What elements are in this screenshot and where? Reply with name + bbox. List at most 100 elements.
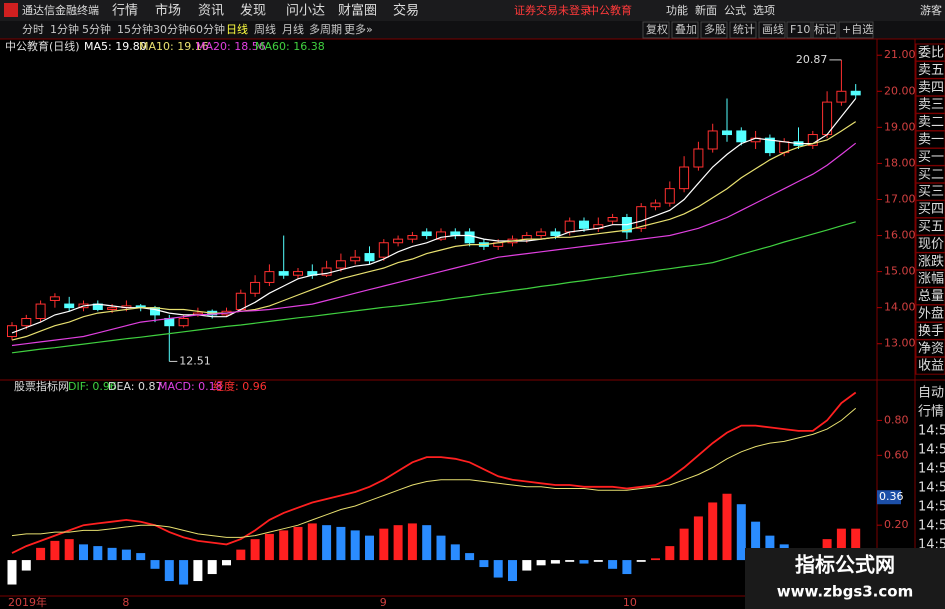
macd-bar: [93, 546, 103, 561]
menu-item[interactable]: 财富圈: [338, 3, 377, 19]
quote-field: 买一: [918, 150, 944, 165]
menu-item[interactable]: 市场: [155, 3, 181, 19]
field-box: [915, 356, 945, 375]
candle-body: [264, 271, 275, 283]
menu-item[interactable]: 行情: [112, 4, 138, 19]
action-box[interactable]: [671, 21, 699, 39]
period-tab[interactable]: 分时: [22, 23, 44, 36]
chart-title: 中公教育(日线): [5, 39, 80, 53]
quote-field: 净资: [918, 341, 944, 356]
macd-bar: [236, 549, 246, 561]
macd-bar: [193, 560, 203, 582]
macd-bar: [336, 526, 346, 561]
macd-bar: [622, 560, 632, 575]
menu-item[interactable]: 问小达: [286, 4, 325, 19]
action-button[interactable]: 标记: [814, 22, 836, 36]
period-tab[interactable]: 更多»: [344, 22, 373, 36]
lower-field: 行情: [918, 405, 944, 420]
action-box[interactable]: [642, 21, 670, 39]
macd-bar: [851, 528, 861, 561]
candle-body: [764, 137, 775, 154]
menu-item[interactable]: 交易: [393, 3, 419, 19]
menu-bar: [0, 0, 945, 21]
candle-body: [736, 130, 747, 143]
macd-bar: [36, 547, 46, 561]
action-box[interactable]: [729, 21, 757, 39]
macd-bar: [365, 535, 374, 561]
period-tab[interactable]: 5分钟: [82, 22, 111, 36]
candle-body: [64, 303, 75, 309]
action-box[interactable]: [810, 21, 838, 39]
quote-field: 涨跌: [918, 253, 944, 269]
value-marker: [877, 490, 901, 505]
macd-bar: [608, 560, 618, 569]
action-box[interactable]: [758, 21, 786, 39]
period-tab[interactable]: 1分钟: [50, 22, 79, 36]
menu-item[interactable]: 发现: [240, 3, 266, 19]
legend-entry: DEA: 0.87: [108, 380, 162, 393]
period-tab[interactable]: 多周期: [309, 22, 342, 36]
macd-bar: [322, 525, 332, 561]
tool-item[interactable]: 公式: [724, 4, 746, 17]
action-button[interactable]: 统计: [733, 23, 755, 36]
period-tab[interactable]: 30分钟: [153, 22, 189, 36]
app-logo: 通达信金融终端: [22, 3, 99, 17]
y-tick-label: 0.80: [884, 413, 909, 426]
action-box[interactable]: [838, 21, 874, 39]
action-box[interactable]: [786, 21, 814, 39]
watermark-url: www.zbgs3.com: [777, 583, 913, 601]
action-button[interactable]: +自选: [842, 23, 873, 36]
candle-body: [707, 130, 718, 150]
y-tick-label: 0.60: [884, 448, 909, 461]
action-box[interactable]: [700, 21, 728, 39]
y-tick-label: 15.00: [884, 265, 916, 278]
candle-body: [164, 317, 175, 327]
candle-body: [393, 238, 404, 244]
macd-bar: [736, 504, 746, 561]
ma-line: [11, 98, 857, 334]
y-tick-label: 14.00: [884, 301, 916, 314]
tool-item[interactable]: 功能: [666, 3, 688, 17]
candle-body: [836, 90, 847, 103]
period-tab[interactable]: 日线: [226, 22, 248, 36]
candle-body: [107, 307, 118, 310]
user[interactable]: 游客: [920, 3, 942, 17]
tool-item[interactable]: 选项: [753, 4, 775, 17]
annotation: 经度: 0.96: [213, 379, 267, 393]
macd-bar: [836, 528, 846, 561]
candle-body: [536, 231, 547, 237]
quote-field: 委比: [918, 46, 944, 61]
candle-body: [636, 206, 647, 229]
menu-item[interactable]: 资讯: [198, 4, 224, 19]
macd-bar: [150, 560, 160, 569]
quote-field: 卖四: [918, 80, 944, 95]
legend-entry: MACD: 0.18: [158, 380, 223, 393]
period-tab[interactable]: 周线: [254, 22, 276, 36]
action-button[interactable]: F10: [790, 23, 810, 36]
lower-field: 14:50: [918, 481, 945, 496]
notice: 中公教育: [588, 3, 632, 17]
candle-body: [235, 292, 246, 310]
period-tab[interactable]: 60分钟: [189, 22, 225, 36]
macd-bar: [508, 560, 517, 582]
tool-item[interactable]: 新面: [695, 3, 717, 17]
action-button[interactable]: 画线: [762, 22, 784, 36]
macd-bar: [107, 547, 117, 561]
macd-bar: [679, 528, 689, 561]
macd-bar: [722, 493, 732, 561]
macd-bar: [436, 535, 446, 561]
quote-field: 卖一: [918, 133, 944, 148]
macd-bar: [708, 502, 718, 561]
chart-title: 股票指标网: [14, 379, 69, 393]
action-button[interactable]: 叠加: [675, 23, 697, 36]
action-button[interactable]: 复权: [646, 22, 668, 36]
macd-bar: [422, 525, 432, 561]
y-tick-label: 16.00: [884, 229, 916, 242]
ma-line: [11, 221, 856, 354]
action-button[interactable]: 多股: [704, 22, 726, 36]
period-tab[interactable]: 15分钟: [117, 22, 153, 36]
period-tab[interactable]: 月线: [282, 22, 304, 36]
y-tick-label: 0.20: [884, 518, 909, 531]
macd-bar: [693, 516, 703, 561]
